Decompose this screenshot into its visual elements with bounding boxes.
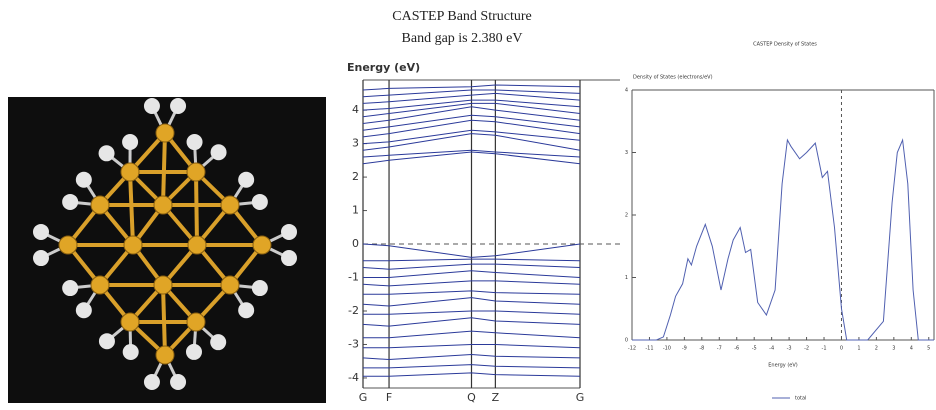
y-tick-label: 2 (625, 213, 628, 219)
hydrogen-atom (238, 172, 254, 188)
x-tick-label: 3 (892, 346, 895, 352)
x-tick-label: -12 (628, 346, 636, 352)
y-tick-label: 3 (352, 137, 359, 150)
molecule-image (8, 97, 326, 403)
gold-atom (121, 163, 139, 181)
hydrogen-atom (186, 344, 202, 360)
hydrogen-atom (122, 134, 138, 150)
hydrogen-atom (187, 134, 203, 150)
x-tick-label: -7 (717, 346, 722, 352)
hydrogen-atom (33, 250, 49, 266)
hydrogen-atom (238, 302, 254, 318)
x-tick-label: F (386, 391, 392, 404)
y-tick-label: 4 (625, 88, 628, 94)
dos-x-label: Energy (eV) (768, 363, 798, 369)
x-tick-label: 5 (927, 346, 930, 352)
band-y-label: Energy (eV) (347, 61, 420, 74)
x-tick-label: Z (492, 391, 500, 404)
hydrogen-atom (76, 302, 92, 318)
y-tick-label: -4 (348, 371, 359, 384)
bond (163, 133, 165, 205)
hydrogen-atom (170, 374, 186, 390)
legend-label: total (795, 396, 806, 402)
x-tick-label: Q (467, 391, 476, 404)
x-tick-label: -10 (663, 346, 671, 352)
gold-atom (188, 236, 206, 254)
x-tick-label: 4 (910, 346, 913, 352)
y-tick-label: 1 (352, 204, 359, 217)
x-tick-label: G (576, 391, 585, 404)
gold-atom (253, 236, 271, 254)
x-tick-label: 0 (840, 346, 843, 352)
bond (196, 172, 197, 245)
hydrogen-atom (76, 172, 92, 188)
x-tick-label: -9 (682, 346, 687, 352)
hydrogen-atom (62, 280, 78, 296)
hydrogen-atom (62, 194, 78, 210)
hydrogen-atom (170, 98, 186, 114)
y-tick-label: 0 (625, 338, 628, 344)
gold-atom (91, 276, 109, 294)
x-tick-label: -1 (822, 346, 827, 352)
dos-title: CASTEP Density of States (753, 42, 817, 48)
gold-atom (156, 124, 174, 142)
gold-atom (154, 276, 172, 294)
hydrogen-atom (281, 224, 297, 240)
hydrogen-atom (210, 334, 226, 350)
gold-atom (124, 236, 142, 254)
gold-atom (91, 196, 109, 214)
y-tick-label: 1 (625, 275, 628, 281)
x-tick-label: 2 (875, 346, 878, 352)
data-line (632, 140, 934, 340)
x-tick-label: -8 (699, 346, 704, 352)
y-tick-label: -1 (348, 271, 359, 284)
x-tick-label: G (359, 391, 368, 404)
x-tick-label: -11 (645, 346, 653, 352)
gold-atom (221, 196, 239, 214)
x-tick-label: -5 (752, 346, 757, 352)
hydrogen-atom (252, 280, 268, 296)
y-tick-label: 0 (352, 237, 359, 250)
gold-atom (59, 236, 77, 254)
band-subtitle: Band gap is 2.380 eV (402, 31, 523, 46)
hydrogen-atom (211, 144, 227, 160)
hydrogen-atom (144, 374, 160, 390)
hydrogen-atom (144, 98, 160, 114)
x-tick-label: -2 (804, 346, 809, 352)
hydrogen-atom (281, 250, 297, 266)
gold-atom (221, 276, 239, 294)
y-tick-label: -2 (348, 304, 359, 317)
hydrogen-atom (252, 194, 268, 210)
gold-atom (121, 313, 139, 331)
y-tick-label: 3 (625, 150, 628, 156)
figure: CASTEP Band Structure Band gap is 2.380 … (0, 0, 936, 406)
gold-atom (154, 196, 172, 214)
x-tick-label: -6 (734, 346, 739, 352)
x-tick-label: -3 (787, 346, 792, 352)
hydrogen-atom (123, 344, 139, 360)
x-tick-label: 1 (857, 346, 860, 352)
y-tick-label: 4 (352, 103, 359, 116)
x-tick-label: -4 (769, 346, 774, 352)
y-tick-label: 2 (352, 170, 359, 183)
dos-y-label: Density of States (electrons/eV) (633, 75, 713, 81)
gold-atom (187, 313, 205, 331)
gold-atom (156, 346, 174, 364)
band-title: CASTEP Band Structure (392, 9, 531, 24)
hydrogen-atom (99, 333, 115, 349)
gold-atom (187, 163, 205, 181)
y-tick-label: -3 (348, 337, 359, 350)
hydrogen-atom (99, 145, 115, 161)
hydrogen-atom (33, 224, 49, 240)
